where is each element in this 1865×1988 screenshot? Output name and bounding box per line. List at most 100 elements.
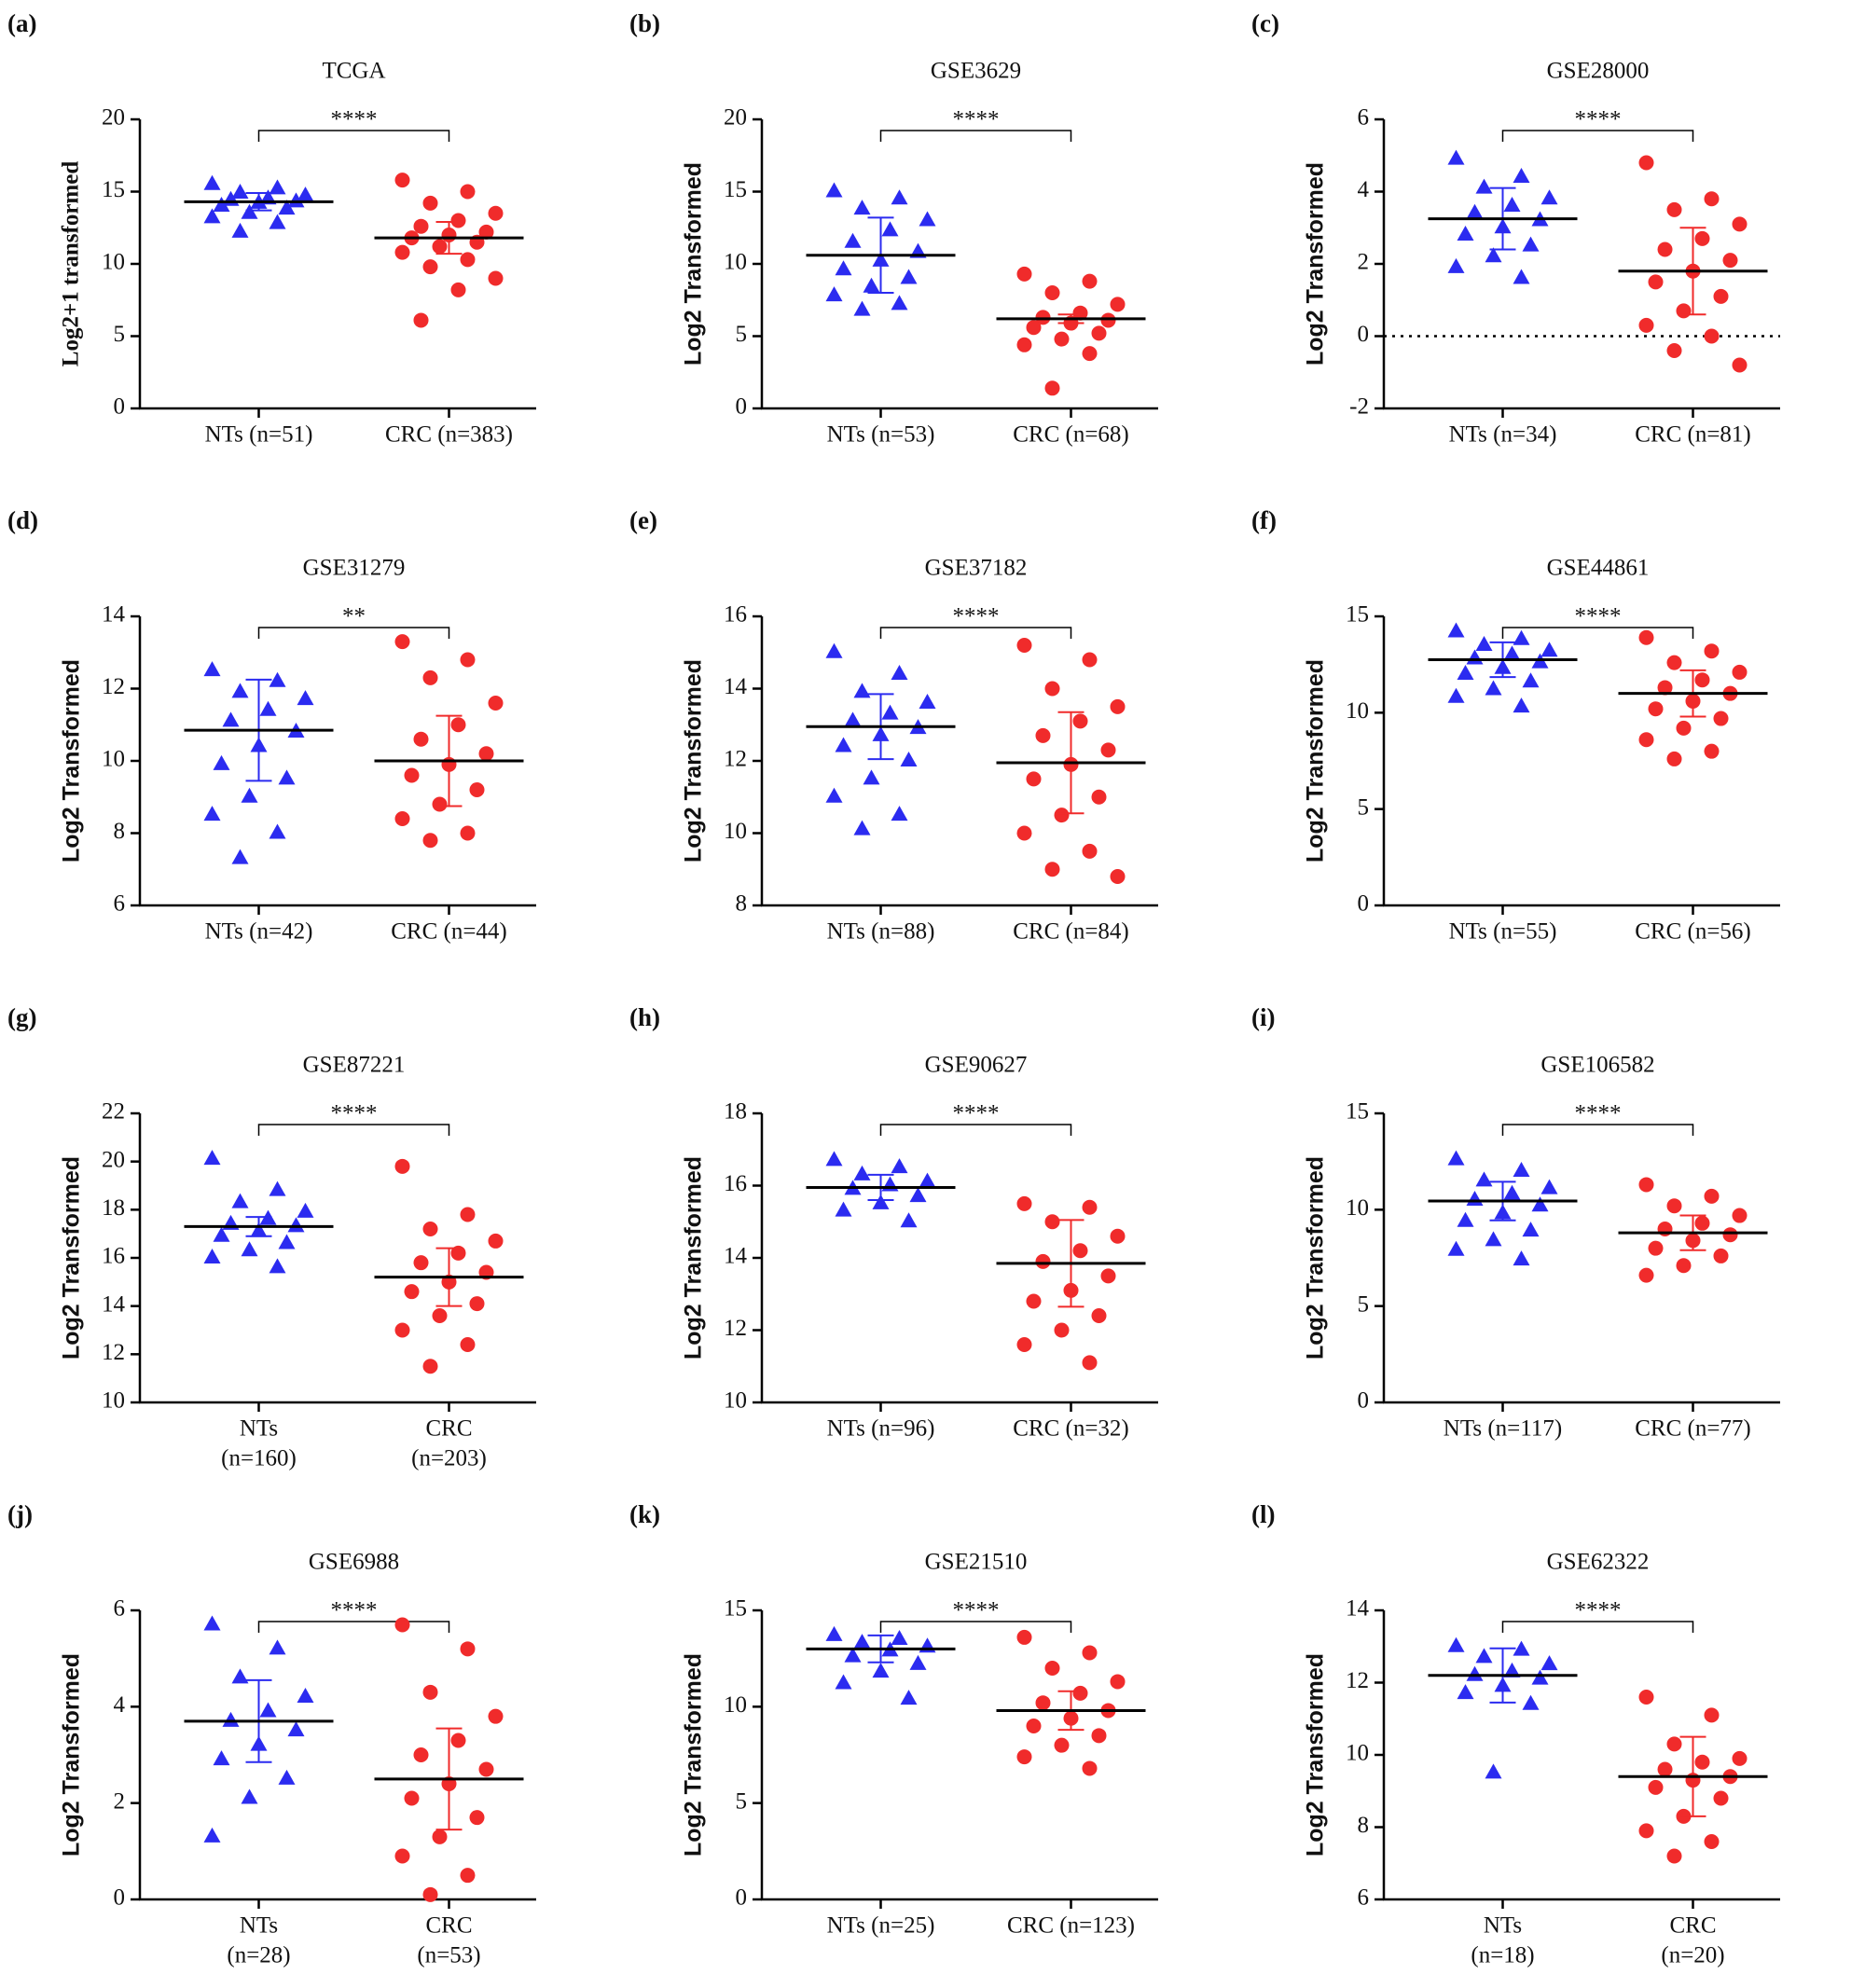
point	[460, 1868, 476, 1884]
point	[891, 665, 908, 680]
y-tick-label: 5	[1358, 794, 1370, 820]
point	[1016, 638, 1032, 653]
chart-title: GSE6988	[309, 1550, 399, 1575]
point	[1704, 1188, 1720, 1204]
panel: (k) GSE21510 Log2 Transformed 0 5 10 15 NTs (n=…	[629, 1500, 1158, 1939]
point	[825, 1151, 843, 1167]
point	[1638, 155, 1654, 171]
point	[844, 232, 862, 248]
point	[835, 260, 852, 276]
point	[231, 849, 249, 864]
point	[203, 806, 221, 821]
y-tick-label: 2	[114, 1788, 126, 1814]
y-tick-label: 0	[736, 1885, 748, 1911]
point	[835, 737, 852, 752]
point	[394, 1158, 410, 1174]
point	[1531, 1669, 1549, 1685]
point	[241, 1241, 258, 1257]
point	[241, 1788, 258, 1804]
point	[222, 1711, 240, 1727]
point	[1466, 1665, 1484, 1681]
y-tick-label: 0	[114, 1885, 126, 1911]
point	[1713, 1248, 1729, 1263]
point	[1082, 1355, 1098, 1371]
panel: (i) GSE106582 Log2 Transformed 0 5 10 15 NTs (n…	[1251, 1003, 1780, 1442]
point	[450, 717, 466, 733]
y-axis-label: Log2 Transformed	[1303, 1653, 1329, 1857]
point	[422, 1222, 438, 1236]
x-tick-label: CRC	[1669, 1913, 1716, 1939]
x-tick-label: NTs (n=53)	[827, 422, 935, 448]
point	[1016, 825, 1032, 841]
point	[891, 295, 908, 311]
point	[863, 277, 880, 293]
y-tick-label: 15	[724, 177, 747, 202]
y-axis-label: Log2 Transformed	[681, 1653, 707, 1857]
y-tick-label: 14	[1346, 1596, 1370, 1622]
point	[1648, 701, 1664, 717]
point	[297, 186, 314, 202]
significance-label: ****	[331, 1598, 378, 1623]
point	[900, 752, 918, 766]
chart-title: GSE87221	[303, 1053, 406, 1078]
point	[478, 224, 494, 240]
y-tick-label: 4	[1358, 177, 1370, 202]
point	[203, 1249, 221, 1263]
x-tick-label: CRC	[425, 1913, 472, 1939]
point	[460, 1337, 476, 1352]
y-tick-label: 6	[114, 1596, 126, 1622]
point	[231, 1668, 249, 1684]
point	[1732, 1208, 1748, 1223]
point	[1666, 343, 1682, 358]
y-tick-label: 20	[102, 1147, 125, 1172]
y-tick-label: 5	[736, 322, 748, 347]
y-tick-label: 2	[1358, 250, 1370, 275]
point	[404, 767, 420, 783]
point	[469, 1810, 485, 1826]
point	[1713, 1790, 1729, 1806]
point	[460, 825, 476, 841]
point	[1110, 698, 1126, 714]
point	[1676, 1258, 1692, 1274]
chart-title: GSE44861	[1547, 556, 1650, 581]
point	[1082, 1199, 1098, 1215]
y-tick-label: 20	[102, 105, 125, 131]
point	[1091, 325, 1107, 341]
y-tick-label: 5	[1358, 1291, 1370, 1317]
point	[909, 1654, 927, 1670]
significance-bracket	[879, 627, 1072, 639]
point	[413, 312, 429, 328]
panel: (d) GSE31279 Log2 Transformed 6 8 10 12 14 NTs (…	[7, 506, 536, 945]
point	[394, 1617, 410, 1633]
point	[909, 1187, 927, 1203]
point	[1676, 720, 1692, 736]
point	[297, 1202, 314, 1218]
point	[278, 1769, 296, 1785]
y-tick-label: 6	[114, 891, 126, 917]
point	[222, 711, 240, 727]
y-tick-label: 12	[102, 674, 125, 699]
point	[1704, 643, 1720, 659]
point	[259, 1702, 277, 1718]
chart-title: GSE3629	[931, 59, 1021, 84]
point	[1657, 680, 1673, 696]
y-tick-label: 14	[102, 602, 126, 628]
point	[1513, 1640, 1530, 1656]
point	[297, 1688, 314, 1703]
y-axis-label: Log2+1 transformed	[59, 161, 84, 367]
y-axis-label: Log2 Transformed	[681, 659, 707, 863]
point	[394, 1322, 410, 1338]
point	[450, 1245, 466, 1261]
point	[1016, 1337, 1032, 1352]
point	[469, 1296, 485, 1312]
point	[1016, 1195, 1032, 1211]
point	[1732, 357, 1748, 373]
point	[432, 796, 448, 812]
point	[853, 200, 871, 215]
point	[844, 711, 862, 727]
significance-bracket	[257, 627, 450, 639]
y-tick-label: 6	[1358, 105, 1370, 131]
point	[1447, 687, 1465, 703]
y-tick-label: -2	[1349, 394, 1369, 420]
point	[269, 214, 286, 229]
